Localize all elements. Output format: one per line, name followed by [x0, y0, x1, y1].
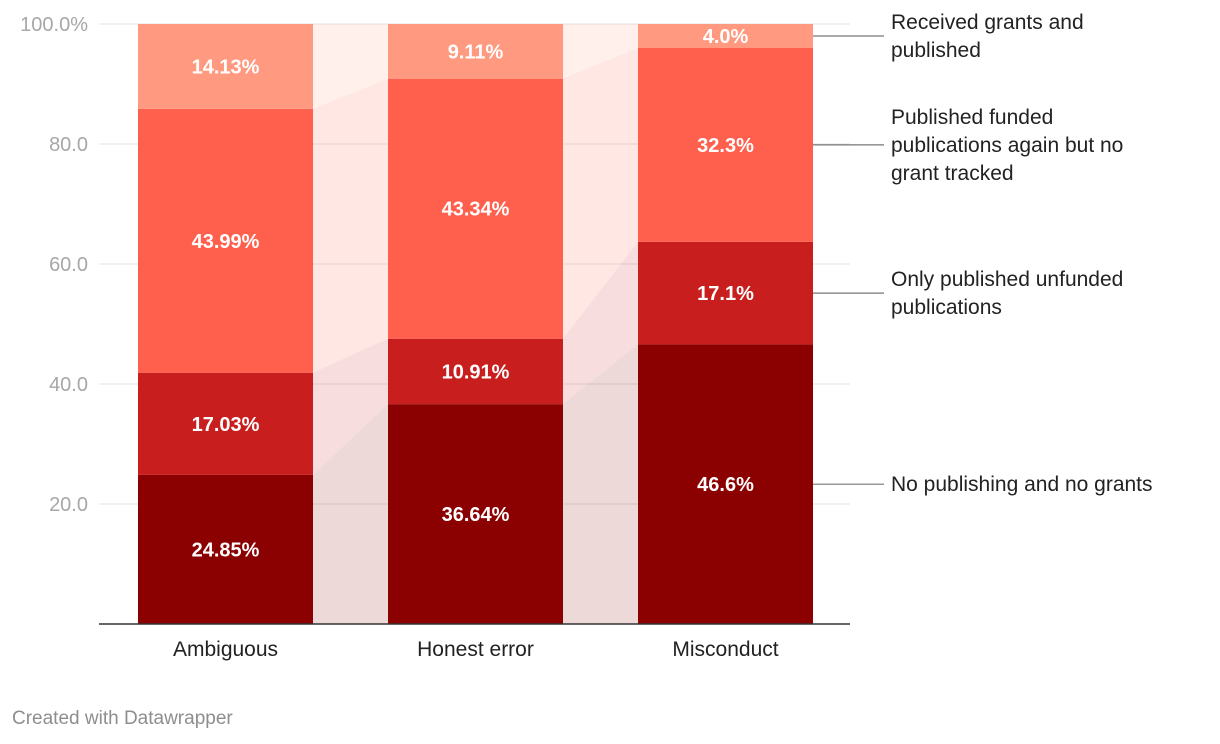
connector-band — [313, 24, 388, 109]
x-axis-labels: Ambiguous Honest error Misconduct — [173, 638, 779, 661]
y-axis-ticks: 20.0 40.0 60.0 80.0 100.0% — [20, 14, 88, 516]
bar-segment — [638, 48, 813, 242]
connector-band — [563, 344, 638, 624]
legend-label: Published funded publications again but n… — [891, 106, 1123, 185]
segment-value-label: 10.91% — [442, 361, 510, 383]
segment-value-label: 43.99% — [192, 231, 260, 253]
y-tick-label: 40.0 — [49, 374, 88, 396]
credit-text: Created with Datawrapper — [12, 708, 233, 729]
bar-segment — [138, 372, 313, 475]
legend-label-line: publications again but no — [891, 134, 1123, 157]
legend-label-line: Published funded — [891, 106, 1053, 129]
legend-label-line: Only published unfunded — [891, 268, 1123, 291]
bar-segment — [138, 108, 313, 373]
segment-value-label: 4.0% — [703, 26, 749, 48]
connector-band — [313, 78, 388, 373]
y-tick-label: 100.0% — [20, 14, 88, 36]
legend-label-line: published — [891, 39, 981, 62]
segment-value-label: 17.03% — [192, 414, 260, 436]
connector-band — [313, 338, 388, 475]
connector-band — [563, 24, 638, 79]
y-tick-label: 80.0 — [49, 134, 88, 156]
segment-value-label: 36.64% — [442, 504, 510, 526]
legend-label-line: No publishing and no grants — [891, 473, 1153, 496]
segment-value-label: 46.6% — [697, 474, 754, 496]
legend: No publishing and no grants Only publishe… — [813, 11, 1153, 496]
bar-segment — [388, 24, 563, 79]
legend-label: Received grants and published — [891, 11, 1084, 62]
segment-value-label: 17.1% — [697, 283, 754, 305]
segment-value-label: 14.13% — [192, 56, 260, 78]
bar-segment — [638, 344, 813, 624]
connector-bands — [313, 24, 638, 624]
bar-segment — [138, 474, 313, 624]
bar-segment — [388, 404, 563, 624]
segment-value-label: 24.85% — [192, 539, 260, 561]
legend-label: Only published unfunded publications — [891, 268, 1123, 319]
x-category-label: Misconduct — [672, 638, 778, 661]
connector-band — [563, 241, 638, 405]
connector-band — [313, 404, 388, 624]
y-tick-label: 20.0 — [49, 494, 88, 516]
legend-label-line: Received grants and — [891, 11, 1084, 34]
legend-label-line: publications — [891, 296, 1002, 319]
connector-band — [563, 48, 638, 339]
bar-segment — [388, 78, 563, 339]
bar-segment — [388, 338, 563, 405]
segment-value-label: 9.11% — [448, 41, 504, 63]
y-tick-label: 60.0 — [49, 254, 88, 276]
x-category-label: Honest error — [417, 638, 534, 661]
bars — [138, 24, 813, 624]
bar-segment — [638, 24, 813, 48]
segment-labels: 24.85% 17.03% 43.99% 14.13% 36.64% 10.91% 43.3… — [192, 26, 754, 561]
segment-value-label: 43.34% — [442, 199, 510, 221]
segment-value-label: 32.3% — [697, 135, 754, 157]
bar-segment — [138, 24, 313, 109]
x-category-label: Ambiguous — [173, 638, 278, 661]
legend-label-line: grant tracked — [891, 162, 1014, 185]
bar-segment — [638, 241, 813, 345]
legend-label: No publishing and no grants — [891, 473, 1153, 496]
